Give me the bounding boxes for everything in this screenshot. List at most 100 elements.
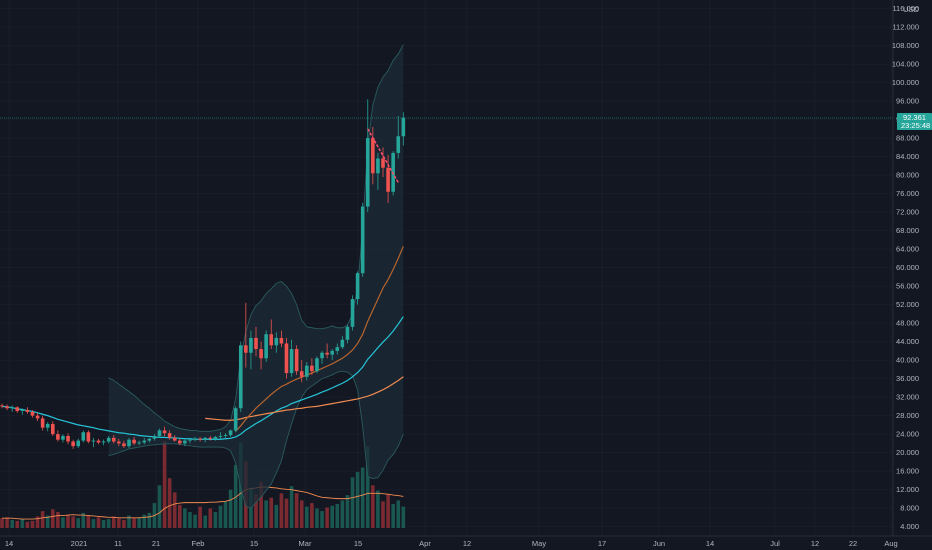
candle [127,437,131,448]
candle-body [35,415,40,419]
candle-body [193,438,197,440]
candle [86,430,91,444]
volume-bar [289,486,294,528]
volume-bar [188,511,192,528]
candle [15,406,20,413]
price-tick-label: 52.000 [896,300,919,309]
candles[interactable] [0,99,406,449]
moving-average-line [205,376,404,421]
candle [325,343,329,359]
candle-body [188,439,192,441]
candle [274,332,279,353]
date-tick-label: Apr [419,539,431,548]
date-tick-label: Aug [884,539,897,548]
price-tick-label: 56.000 [896,282,919,291]
last-price-tag: 92.361 23:25:48 [897,112,932,130]
candle-body [10,407,14,409]
candle [345,324,350,344]
candle-body [223,435,228,436]
volume-bar [264,500,268,528]
candle [289,339,294,377]
volume-bar [40,511,45,528]
candle [360,202,365,277]
volume-bar [71,516,75,528]
volume-bar [381,501,385,528]
candle-body [279,337,284,344]
candle-body [218,435,223,437]
volume-bar [299,500,304,528]
volume-bar [91,519,96,528]
volume-bar [106,519,111,528]
trend-line[interactable] [367,128,399,183]
candle-body [294,349,299,372]
trend-line-segment [367,128,399,183]
candle [228,429,233,437]
candle [233,406,238,433]
candle [25,407,30,414]
volume-bar [259,481,263,528]
candle-body [157,430,162,436]
volume-bar [30,520,35,528]
candle [117,438,121,447]
candle [249,330,253,370]
volume-bar [340,500,345,528]
volume-bar [228,489,233,528]
candle [101,439,106,446]
volume-bar [117,518,121,528]
date-tick-label: 11 [114,539,122,548]
price-tick-label: 64.000 [896,245,919,254]
volume-bar [172,492,177,528]
candle-body [320,352,324,359]
candle-body [198,438,202,440]
candle-body [122,443,126,447]
volume-bar [86,515,91,528]
candle [10,405,14,412]
candle-body [20,410,25,411]
candle [213,435,218,441]
time-axis[interactable]: 14 2021 11 21 Feb 15 Mar 15 Apr 12 May 17 Jun 14 Jul 12… [5,539,898,548]
candle-body [147,438,152,441]
candle-body [299,371,304,377]
volume-bar [193,514,197,528]
date-tick-label: 17 [598,539,606,548]
date-tick-label: 14 [5,539,13,548]
volume-bar [183,508,187,528]
candle [5,404,9,411]
volume-bar [274,504,279,528]
candle-body [269,334,274,346]
candle-body [152,435,157,439]
candle-body [132,439,136,444]
volume-bar [294,493,299,528]
date-tick-label: Mar [299,539,312,548]
volume-bar [330,505,334,528]
volume-bar [386,494,390,528]
volume-bar [10,519,14,528]
candle [284,337,289,379]
candle-body [340,339,345,348]
volume-bar [127,515,131,528]
volume-bar [254,494,258,528]
candle-body [228,430,233,436]
volume-bar [101,519,106,528]
candle [76,438,80,448]
candle-body [117,441,121,444]
volume-bar [198,506,202,528]
candle [20,408,25,415]
price-axis[interactable]: 116.000 112.000 108.000 104.000 100.000 96.00… [892,4,919,531]
candle [122,440,126,448]
candle [30,410,35,418]
price-tick-label: 48.000 [896,319,919,328]
volume-bar [350,477,355,528]
volume-bar [51,509,55,528]
candle-body [315,358,319,372]
candle-body [0,405,4,407]
volume-bar [66,514,70,528]
candle [162,426,167,436]
volume-bar [20,519,25,528]
candle-body [365,138,370,207]
volume-bar [335,503,340,528]
volume-bar [355,471,360,528]
candle-body [355,273,360,300]
